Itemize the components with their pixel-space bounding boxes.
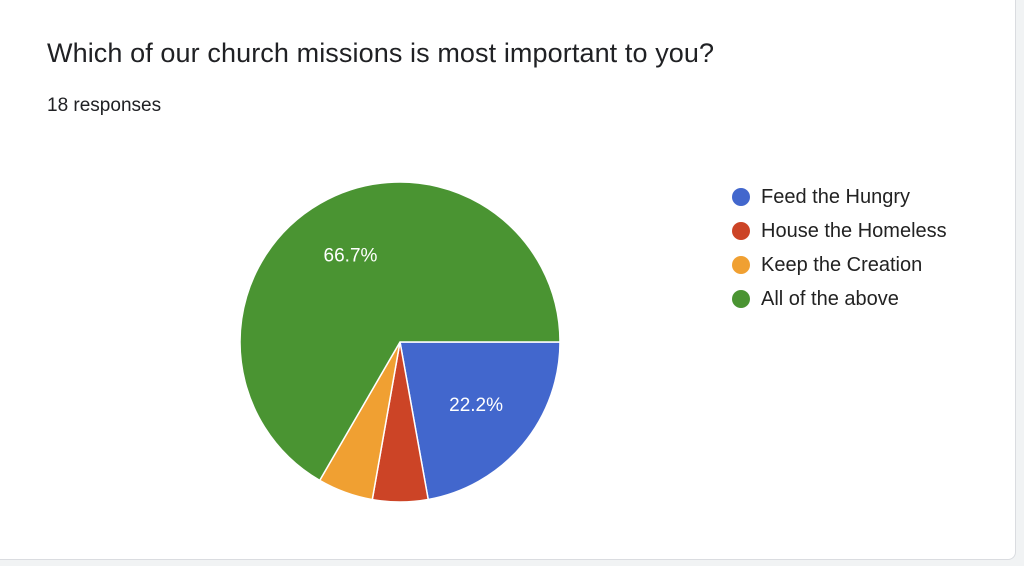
legend-item-keep-the-creation[interactable]: Keep the Creation	[732, 248, 947, 282]
legend-swatch	[732, 222, 750, 240]
response-count: 18 responses	[47, 95, 162, 116]
question-title: Which of our church missions is most imp…	[47, 38, 715, 68]
legend-label: Feed the Hungry	[761, 185, 910, 208]
legend-swatch	[732, 290, 750, 308]
pie-chart: 22.2% 66.7%	[239, 181, 561, 503]
legend-label: All of the above	[761, 287, 899, 310]
legend-label: House the Homeless	[761, 219, 947, 242]
legend-item-feed-the-hungry[interactable]: Feed the Hungry	[732, 180, 947, 214]
legend-item-house-the-homeless[interactable]: House the Homeless	[732, 214, 947, 248]
pie-slice-feed-the-hungry[interactable]	[399, 341, 561, 501]
legend-label: Keep the Creation	[761, 253, 923, 276]
pie-data-label: 22.2%	[449, 395, 503, 416]
legend-swatch	[732, 256, 750, 274]
legend-swatch	[732, 188, 750, 206]
chart-legend: Feed the Hungry House the Homeless Keep …	[732, 180, 947, 316]
pie-slice-all-of-the-above[interactable]	[239, 181, 561, 482]
pie-data-label: 66.7%	[324, 246, 378, 267]
legend-item-all-of-the-above[interactable]: All of the above	[732, 282, 947, 316]
